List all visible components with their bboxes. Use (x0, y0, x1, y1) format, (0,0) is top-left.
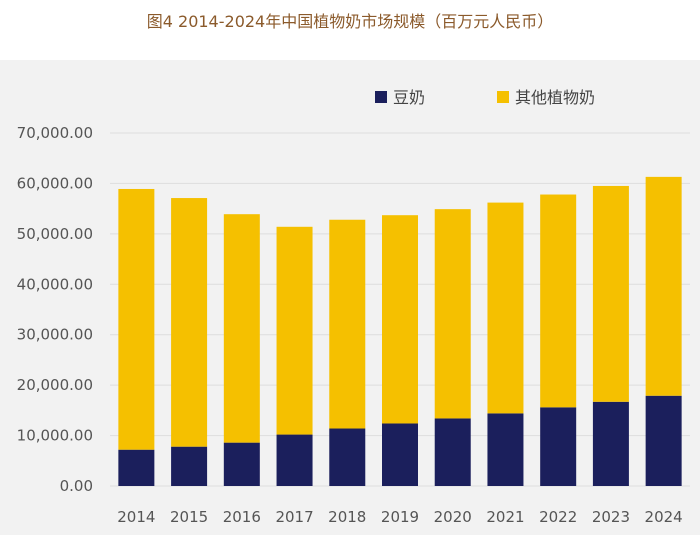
bar-other-plant-milk-2014 (118, 188, 155, 450)
x-tick-label: 2021 (486, 508, 524, 526)
bar-soy-milk-2023 (592, 401, 629, 486)
bar-soy-milk-2014 (118, 449, 155, 486)
bar-other-plant-milk-2019 (382, 215, 418, 424)
bar-other-plant-milk-2024 (645, 176, 682, 396)
bar-soy-milk-2021 (487, 413, 524, 486)
legend-swatch (375, 91, 387, 103)
bar-soy-milk-2024 (645, 395, 682, 486)
y-tick-label: 70,000.00 (17, 124, 93, 142)
y-tick-label: 20,000.00 (17, 376, 93, 394)
bar-other-plant-milk-2018 (329, 219, 366, 429)
x-tick-label: 2015 (170, 508, 208, 526)
x-tick-label: 2016 (223, 508, 261, 526)
bar-soy-milk-2019 (382, 423, 418, 486)
legend-label: 其他植物奶 (515, 88, 595, 107)
x-tick-label: 2014 (117, 508, 155, 526)
bar-soy-milk-2017 (276, 434, 313, 486)
y-axis-ticks: 0.00 10,000.00 20,000.00 30,000.00 40,000.00… (17, 124, 93, 495)
y-tick-label: 0.00 (60, 477, 93, 495)
bar-other-plant-milk-2017 (276, 226, 313, 435)
bar-other-plant-milk-2020 (434, 209, 471, 419)
legend: 豆奶 其他植物奶 (375, 88, 595, 107)
x-tick-label: 2019 (381, 508, 419, 526)
chart-title: 图4 2014-2024年中国植物奶市场规模（百万元人民币） (146, 12, 554, 31)
bars (118, 176, 682, 486)
bar-soy-milk-2022 (540, 407, 577, 486)
x-tick-label: 2020 (434, 508, 472, 526)
bar-other-plant-milk-2015 (171, 198, 208, 447)
x-axis-ticks: 2014 2015 2016 2017 2018 2019 2020 2021 2022 2023… (117, 508, 682, 526)
legend-swatch (497, 91, 509, 103)
x-tick-label: 2018 (328, 508, 366, 526)
bar-soy-milk-2020 (434, 418, 471, 486)
bar-soy-milk-2018 (329, 428, 366, 486)
bar-other-plant-milk-2021 (487, 202, 524, 414)
y-tick-label: 30,000.00 (17, 326, 93, 344)
bar-soy-milk-2015 (171, 446, 208, 486)
bar-other-plant-milk-2023 (592, 185, 629, 402)
y-tick-label: 10,000.00 (17, 427, 93, 445)
x-tick-label: 2023 (592, 508, 630, 526)
bar-other-plant-milk-2022 (540, 194, 577, 408)
y-tick-label: 50,000.00 (17, 225, 93, 243)
y-tick-label: 40,000.00 (17, 275, 93, 293)
bar-soy-milk-2016 (223, 442, 260, 486)
x-tick-label: 2017 (275, 508, 313, 526)
legend-label: 豆奶 (393, 88, 425, 107)
x-tick-label: 2024 (645, 508, 683, 526)
y-tick-label: 60,000.00 (17, 174, 93, 192)
x-tick-label: 2022 (539, 508, 577, 526)
bar-other-plant-milk-2016 (223, 214, 260, 443)
